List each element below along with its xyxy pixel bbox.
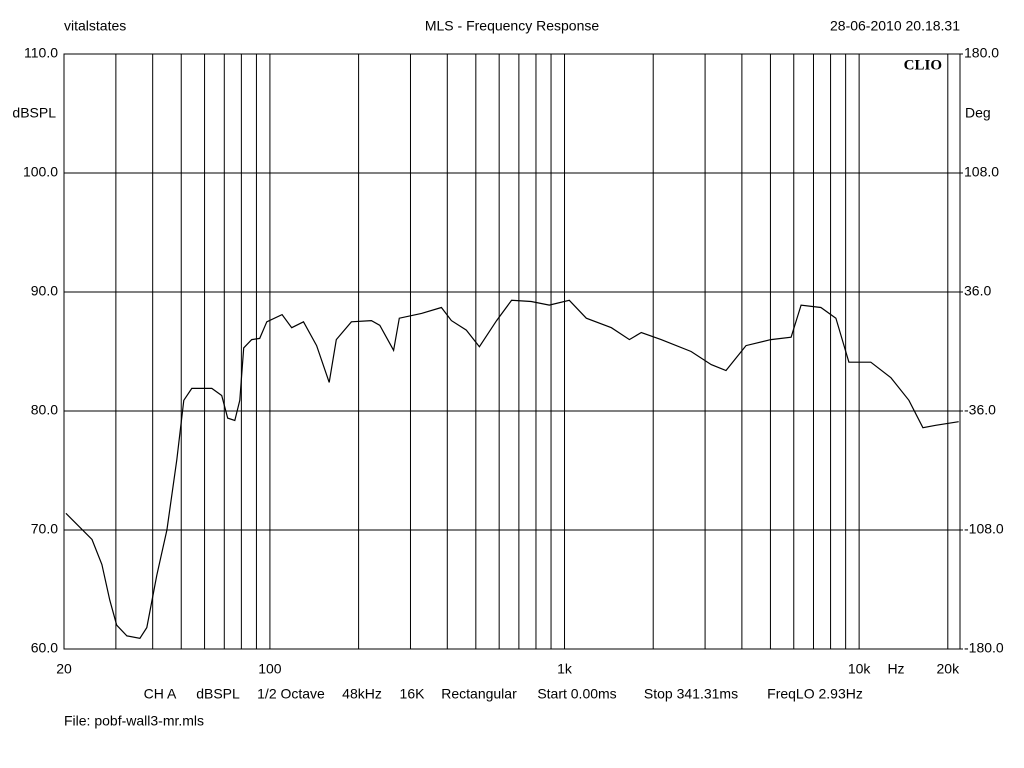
plot-frame [63, 53, 961, 650]
y-tick-label: 90.0 [31, 283, 58, 299]
x-tick-label: 20k [937, 661, 961, 677]
header-left: vitalstates [64, 18, 126, 34]
x-unit: Hz [887, 661, 904, 677]
y-tick-label: 80.0 [31, 402, 58, 418]
y2-tick-label: -180.0 [964, 640, 1004, 656]
y2-tick-label: 108.0 [964, 164, 999, 180]
x-tick-label: 1k [557, 661, 573, 677]
footer-item: Rectangular [441, 686, 517, 702]
footer-item: Stop 341.31ms [644, 686, 738, 702]
footer-item: 16K [400, 686, 426, 702]
footer-item: 48kHz [342, 686, 382, 702]
footer-item: CH A [144, 686, 177, 702]
footer-item: dBSPL [196, 686, 240, 702]
x-tick-label: 10k [848, 661, 872, 677]
watermark: CLIO [904, 57, 942, 73]
y-tick-label: 100.0 [23, 164, 58, 180]
footer-item: 1/2 Octave [257, 686, 325, 702]
y-tick-label: 60.0 [31, 640, 58, 656]
header-right: 28-06-2010 20.18.31 [830, 18, 960, 34]
y-tick-label: 70.0 [31, 521, 58, 537]
y2-tick-label: -108.0 [964, 521, 1004, 537]
y-tick-label: 110.0 [24, 45, 58, 61]
y2-axis-label: Deg [965, 105, 991, 121]
y2-tick-label: -36.0 [964, 402, 996, 418]
response-curve [65, 299, 959, 639]
chart-title: MLS - Frequency Response [425, 18, 600, 34]
y2-tick-label: 36.0 [964, 283, 991, 299]
x-tick-label: 20 [56, 661, 72, 677]
y-axis-label: dBSPL [12, 105, 56, 121]
file-name: File: pobf-wall3-mr.mls [64, 713, 204, 729]
footer-item: Start 0.00ms [537, 686, 616, 702]
y2-tick-label: 180.0 [964, 45, 999, 61]
x-tick-label: 100 [258, 661, 282, 677]
footer-item: FreqLO 2.93Hz [767, 686, 863, 702]
